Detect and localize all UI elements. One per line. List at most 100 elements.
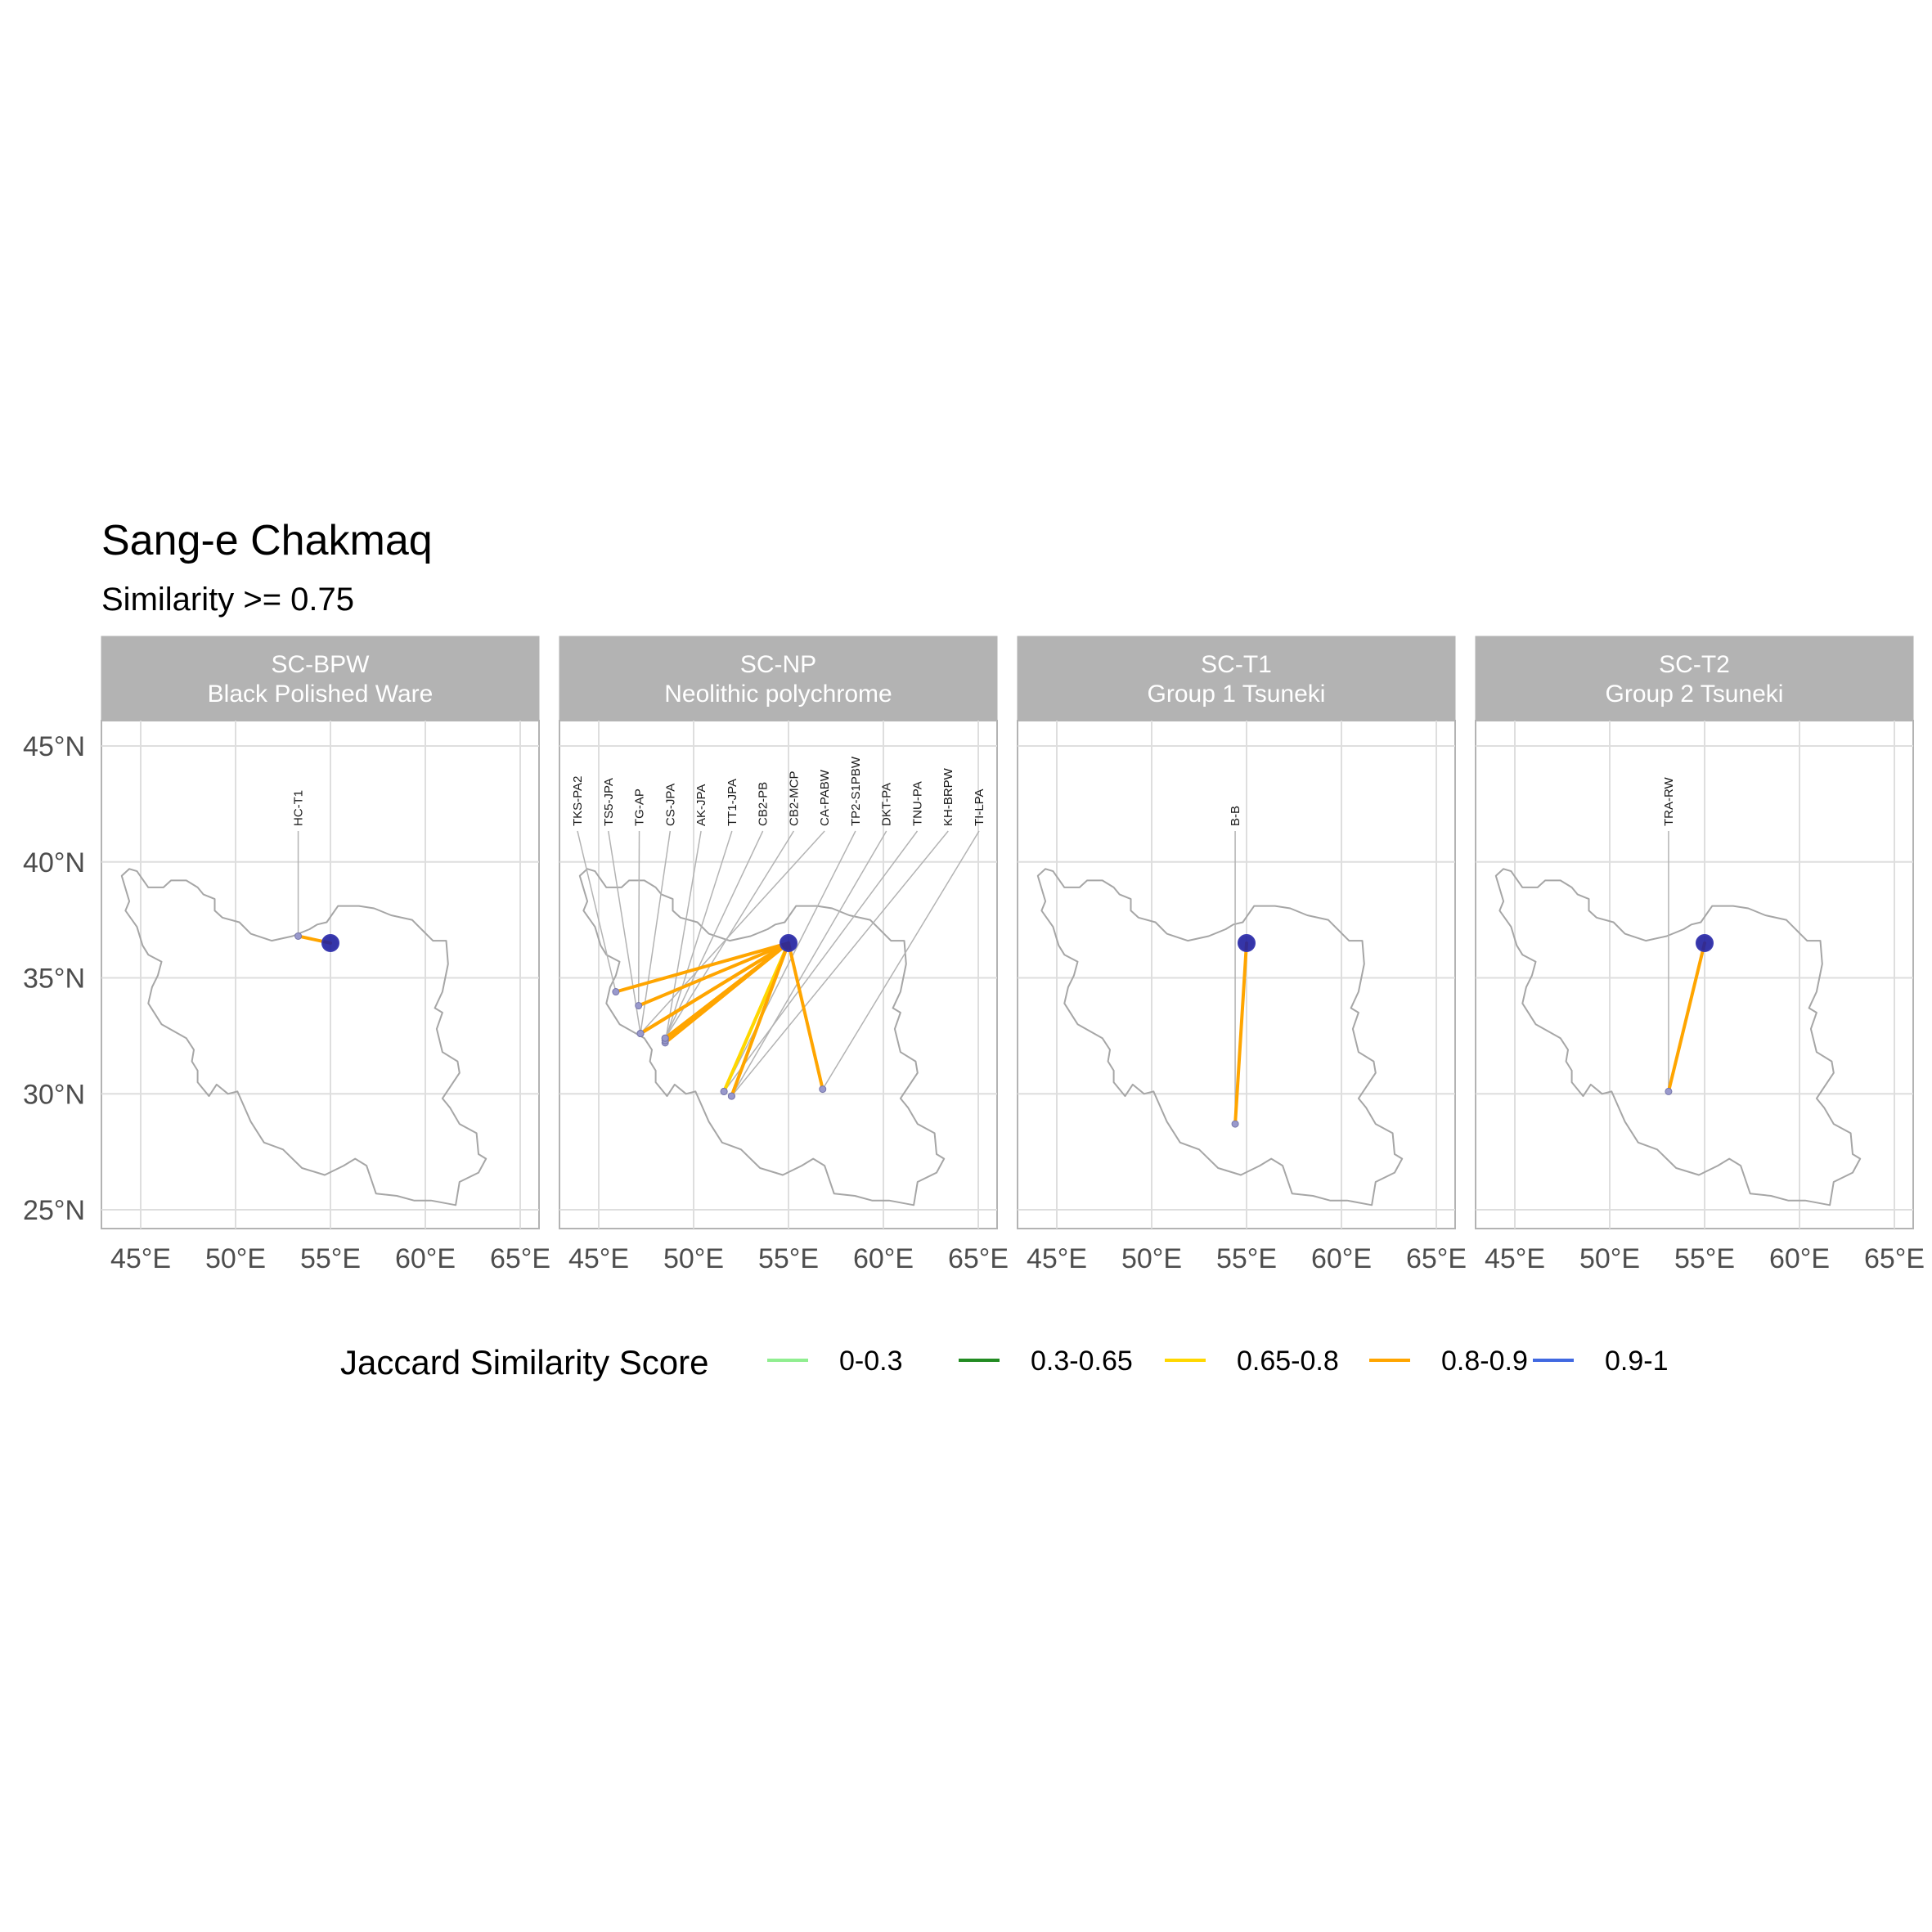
facet-panels: SC-BPW Black Polished Ware 45°E 50°E 55°E 60°… — [101, 636, 1925, 1274]
site-label: TP2-S1PBW — [849, 756, 863, 826]
similarity-link — [636, 941, 790, 1008]
leader-line — [640, 830, 825, 1035]
country-outline — [120, 868, 487, 1206]
origin-point — [321, 933, 339, 952]
x-tick-label: 50°E — [1121, 1243, 1182, 1274]
similarity-link — [613, 941, 790, 994]
y-tick-label: 40°N — [23, 847, 85, 878]
leader-line — [730, 830, 887, 1097]
site-label: TT1-JPA — [726, 779, 739, 826]
site-point — [661, 1034, 669, 1042]
x-tick-label: 65°E — [948, 1243, 1009, 1274]
x-tick-label: 50°E — [663, 1243, 724, 1274]
leader-line — [723, 830, 856, 1092]
x-tick-label: 55°E — [1674, 1243, 1735, 1274]
legend-label: 0.8-0.9 — [1441, 1346, 1528, 1377]
similarity-link — [1666, 941, 1706, 1094]
facet-name: Group 1 Tsuneki — [1148, 681, 1326, 708]
site-point — [727, 1092, 735, 1100]
x-tick-label: 45°E — [110, 1243, 171, 1274]
leader-line — [664, 830, 702, 1044]
facet-panel-sc-np: SC-NP Neolithic polychrome 45°E 50°E 55°E 60°… — [559, 636, 1009, 1274]
x-tick-label: 60°E — [853, 1243, 914, 1274]
site-point — [636, 1030, 645, 1038]
site-label: CS-JPA — [663, 784, 677, 826]
facet-code: SC-NP — [740, 651, 816, 678]
similarity-link — [787, 941, 824, 1091]
site-label: TS5-JPA — [602, 778, 616, 826]
y-tick-label: 35°N — [23, 964, 85, 995]
similarity-link — [663, 941, 790, 1040]
site-label: TG-AP — [633, 789, 647, 826]
similarity-link — [639, 941, 790, 1036]
x-tick-label: 55°E — [1216, 1243, 1277, 1274]
chart-title: Sang-e Chakmaq — [101, 517, 433, 564]
legend-label: 0.9-1 — [1605, 1346, 1669, 1377]
country-outline — [1494, 868, 1862, 1206]
origin-point — [780, 933, 798, 952]
site-label: KH-BRPW — [941, 767, 955, 826]
x-tick-label: 65°E — [1406, 1243, 1467, 1274]
leader-line — [637, 830, 640, 1006]
x-tick-label: 55°E — [758, 1243, 819, 1274]
leader-line — [730, 830, 949, 1097]
facet-strip — [559, 636, 998, 721]
x-tick-label: 60°E — [1769, 1243, 1830, 1274]
x-tick-label: 45°E — [1485, 1243, 1545, 1274]
facet-code: SC-T1 — [1201, 651, 1272, 678]
leader-line — [640, 830, 672, 1034]
country-outline — [1036, 868, 1404, 1206]
leader-line — [664, 830, 733, 1041]
facet-name: Neolithic polychrome — [664, 681, 892, 708]
x-tick-label: 50°E — [205, 1243, 266, 1274]
legend-label: 0.65-0.8 — [1237, 1346, 1339, 1377]
legend-label: 0.3-0.65 — [1031, 1346, 1133, 1377]
leader-line — [664, 830, 764, 1039]
x-tick-label: 50°E — [1579, 1243, 1640, 1274]
y-tick-label: 45°N — [23, 731, 85, 762]
x-tick-label: 60°E — [395, 1243, 456, 1274]
facet-strip — [101, 636, 540, 721]
y-axis: 45°N 40°N 35°N 30°N 25°N — [23, 731, 85, 1226]
leader-line — [723, 830, 919, 1092]
site-label: HC-T1 — [292, 790, 306, 826]
facet-panel-sc-t1: SC-T1 Group 1 Tsuneki 45°E 50°E 55°E 60°E 65°E… — [1017, 636, 1467, 1274]
plot-area — [1475, 720, 1914, 1229]
facet-strip — [1017, 636, 1456, 721]
site-label: TKS-PA2 — [571, 776, 585, 826]
facet-strip — [1475, 636, 1914, 721]
site-point — [294, 932, 303, 940]
x-tick-label: 60°E — [1311, 1243, 1372, 1274]
site-point — [612, 988, 620, 996]
site-point — [1231, 1120, 1239, 1128]
facet-code: SC-T2 — [1659, 651, 1730, 678]
chart-subtitle: Similarity >= 0.75 — [101, 582, 354, 618]
x-tick-label: 55°E — [300, 1243, 361, 1274]
y-tick-label: 25°N — [23, 1195, 85, 1226]
x-tick-label: 45°E — [568, 1243, 629, 1274]
site-point — [819, 1085, 827, 1094]
site-point — [1665, 1087, 1673, 1095]
site-label: AK-JPA — [694, 784, 708, 826]
x-tick-label: 65°E — [490, 1243, 550, 1274]
site-point — [635, 1002, 643, 1010]
leader-line — [577, 830, 617, 992]
site-point — [720, 1087, 728, 1095]
site-label: CA-PABW — [818, 769, 832, 826]
site-label: CB2-PB — [757, 782, 771, 826]
plot-area — [101, 720, 540, 1229]
legend-label: 0-0.3 — [839, 1346, 903, 1377]
site-label: TRA-RW — [1662, 776, 1676, 826]
site-label: B-B — [1229, 806, 1242, 826]
site-label: DKT-PA — [880, 783, 894, 826]
y-tick-label: 30°N — [23, 1079, 85, 1110]
plot-area — [1017, 720, 1456, 1229]
facet-panel-sc-bpw: SC-BPW Black Polished Ware 45°E 50°E 55°E 60°… — [101, 636, 550, 1274]
leader-line — [822, 830, 980, 1090]
leader-line — [608, 830, 641, 1034]
x-tick-label: 65°E — [1864, 1243, 1925, 1274]
facet-name: Group 2 Tsuneki — [1606, 681, 1784, 708]
facet-code: SC-BPW — [272, 651, 371, 678]
legend: Jaccard Similarity Score 0-0.3 0.3-0.65 0.… — [340, 1343, 1669, 1382]
